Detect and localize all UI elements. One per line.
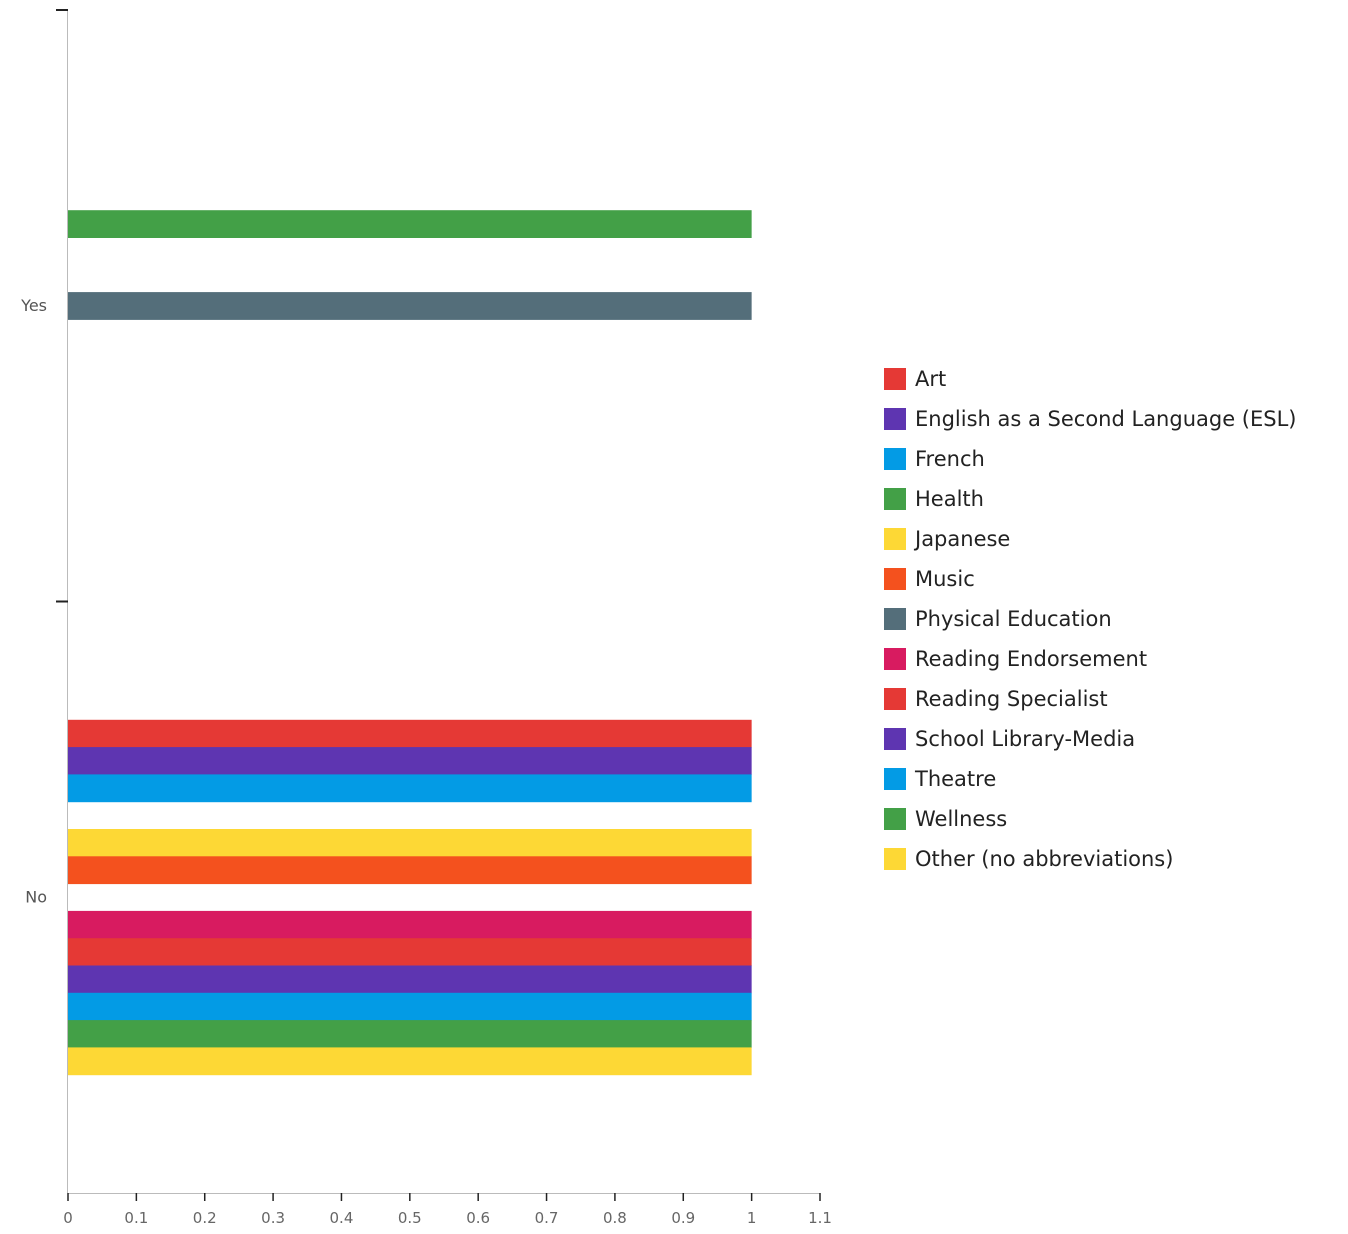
- legend-swatch[interactable]: [884, 408, 906, 430]
- chart-legend: Art English as a Second Language (ESL) Fre…: [884, 367, 1297, 871]
- legend-label[interactable]: Art: [915, 367, 946, 391]
- bar[interactable]: [68, 992, 752, 1021]
- bar[interactable]: [68, 829, 752, 857]
- legend-swatch[interactable]: [884, 768, 906, 790]
- bar[interactable]: [68, 938, 752, 966]
- bar[interactable]: [68, 774, 752, 803]
- chart-bars: [68, 210, 752, 1076]
- y-category-label: Yes: [20, 296, 47, 315]
- legend-swatch[interactable]: [884, 448, 906, 470]
- legend-label[interactable]: Other (no abbreviations): [915, 847, 1173, 871]
- x-tick-label: 0.8: [603, 1209, 627, 1227]
- legend-label[interactable]: Theatre: [914, 767, 996, 791]
- legend-label[interactable]: Reading Specialist: [915, 687, 1108, 711]
- legend-label[interactable]: School Library-Media: [915, 727, 1135, 751]
- legend-label[interactable]: Physical Education: [915, 607, 1112, 631]
- bar[interactable]: [68, 210, 752, 238]
- legend-swatch[interactable]: [884, 608, 906, 630]
- legend-swatch[interactable]: [884, 848, 906, 870]
- x-tick-label: 0.1: [124, 1209, 148, 1227]
- x-tick-label: 0.9: [671, 1209, 695, 1227]
- x-tick-label: 0: [63, 1209, 73, 1227]
- bar[interactable]: [68, 1047, 752, 1076]
- legend-swatch[interactable]: [884, 528, 906, 550]
- legend-label[interactable]: French: [915, 447, 985, 471]
- x-tick-label: 1.1: [808, 1209, 832, 1227]
- legend-swatch[interactable]: [884, 808, 906, 830]
- x-tick-label: 0.7: [535, 1209, 559, 1227]
- x-tick-label: 0.2: [193, 1209, 217, 1227]
- chart-axes: [56, 9, 821, 1201]
- bar[interactable]: [68, 1020, 752, 1048]
- x-tick-label: 0.5: [398, 1209, 422, 1227]
- legend-swatch[interactable]: [884, 648, 906, 670]
- legend-label[interactable]: Health: [915, 487, 984, 511]
- legend-swatch[interactable]: [884, 488, 906, 510]
- bar[interactable]: [68, 856, 752, 885]
- legend-label[interactable]: Reading Endorsement: [915, 647, 1147, 671]
- bar[interactable]: [68, 747, 752, 775]
- legend-label[interactable]: Japanese: [913, 527, 1010, 551]
- legend-swatch[interactable]: [884, 728, 906, 750]
- legend-swatch[interactable]: [884, 688, 906, 710]
- bar[interactable]: [68, 965, 752, 994]
- bar[interactable]: [68, 292, 752, 320]
- x-tick-label: 1: [747, 1209, 757, 1227]
- legend-label[interactable]: English as a Second Language (ESL): [915, 407, 1297, 431]
- bar[interactable]: [68, 910, 752, 939]
- chart-labels: 0 0.1 0.2 0.3 0.4 0.5 0.6 0.7 0.8 0.9 1 1.1 Yes No: [20, 296, 832, 1227]
- x-tick-label: 0.6: [466, 1209, 490, 1227]
- x-tick-label: 0.3: [261, 1209, 285, 1227]
- legend-swatch[interactable]: [884, 568, 906, 590]
- legend-swatch[interactable]: [884, 368, 906, 390]
- legend-label[interactable]: Music: [915, 567, 975, 591]
- x-tick-label: 0.4: [330, 1209, 354, 1227]
- bar[interactable]: [68, 719, 752, 748]
- y-category-label: No: [25, 887, 47, 906]
- legend-label[interactable]: Wellness: [915, 807, 1007, 831]
